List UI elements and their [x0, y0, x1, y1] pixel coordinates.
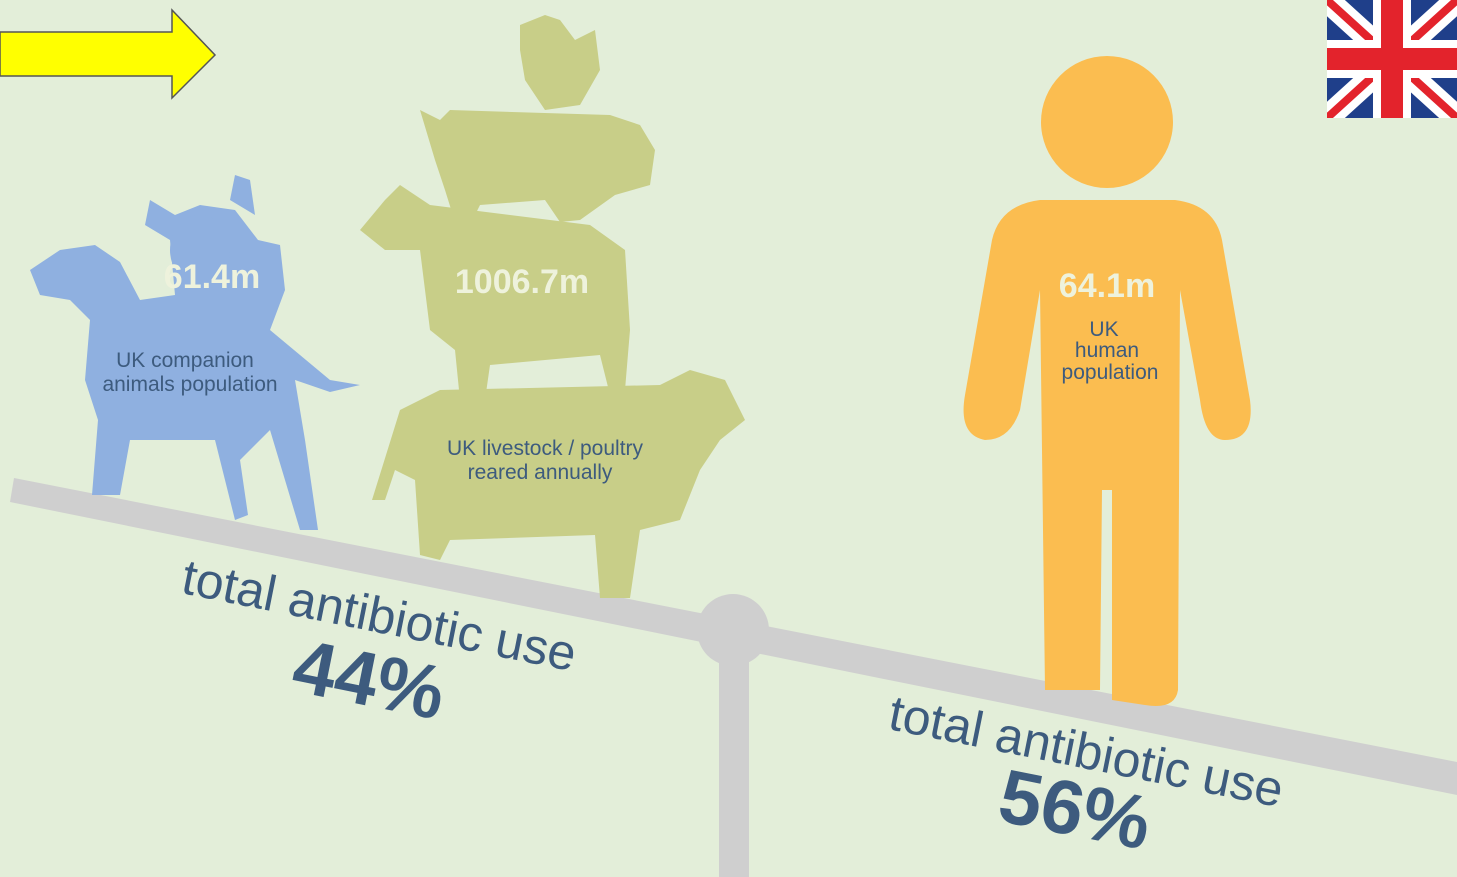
livestock-label: reared annually	[468, 461, 613, 484]
human-value: 64.1m	[1059, 267, 1155, 305]
livestock-value: 1006.7m	[455, 263, 589, 301]
companion-label: UK companion	[116, 349, 254, 372]
companion-value: 61.4m	[164, 258, 260, 296]
uk-flag	[1327, 0, 1457, 118]
companion-label: animals population	[102, 373, 277, 396]
human-label: human	[1075, 339, 1139, 362]
livestock-label: UK livestock / poultry	[447, 437, 644, 460]
human-label: UK	[1089, 318, 1118, 341]
human-label: population	[1062, 361, 1159, 384]
infographic: 61.4m UK companion animals population 10…	[0, 0, 1457, 877]
